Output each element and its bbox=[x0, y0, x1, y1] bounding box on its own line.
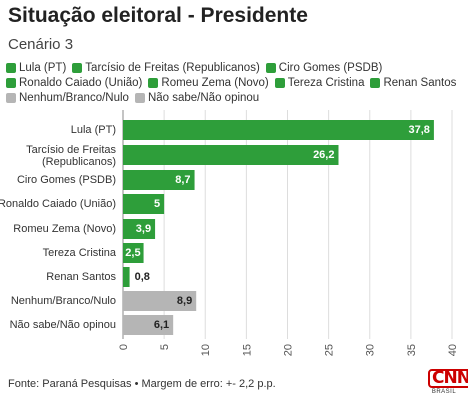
x-tick-label: 35 bbox=[406, 344, 418, 356]
legend-swatch bbox=[370, 77, 381, 88]
x-tick-label: 40 bbox=[447, 344, 459, 356]
x-tick-label: 30 bbox=[365, 344, 377, 356]
chart-subtitle: Cenário 3 bbox=[8, 36, 74, 53]
legend-item: Não sabe/Não opinou bbox=[134, 91, 260, 104]
bar bbox=[123, 267, 130, 287]
legend-swatch bbox=[6, 92, 16, 103]
legend-swatch bbox=[148, 77, 159, 88]
category-label: Renan Santos bbox=[46, 271, 116, 283]
legend-item: Renan Santos bbox=[370, 77, 456, 89]
legend-item: Romeu Zema (Novo) bbox=[148, 76, 269, 89]
value-label: 3,9 bbox=[136, 223, 151, 235]
category-label: Tereza Cristina bbox=[43, 247, 117, 259]
x-tick-label: 20 bbox=[282, 344, 294, 356]
bar bbox=[123, 315, 174, 335]
legend-swatch bbox=[274, 77, 285, 88]
cnn-logo-mark: CNN bbox=[428, 369, 468, 388]
value-label: 37,8 bbox=[408, 124, 429, 136]
x-tick-label: 10 bbox=[200, 344, 212, 356]
legend-label: Renan Santos bbox=[383, 76, 457, 89]
x-tick-label: 0 bbox=[118, 344, 130, 350]
bar bbox=[123, 291, 197, 311]
category-label-line: (Republicanos) bbox=[42, 156, 116, 168]
legend-item: Nenhum/Branco/Nulo bbox=[6, 92, 129, 104]
category-label: Nenhum/Branco/Nulo bbox=[11, 295, 116, 307]
cnn-logo-sub: BRASIL bbox=[431, 389, 457, 395]
legend-item: Ronaldo Caiado (União) bbox=[6, 77, 142, 89]
category-label: Lula (PT) bbox=[71, 124, 116, 136]
x-tick-label: 5 bbox=[159, 344, 171, 350]
bar bbox=[123, 219, 156, 239]
legend-item: Lula (PT) bbox=[6, 62, 66, 74]
value-label: 8,9 bbox=[177, 295, 192, 307]
legend-swatch bbox=[6, 62, 16, 73]
legend-label: Tarcísio de Freitas (Republicanos) bbox=[85, 61, 260, 74]
cnn-brasil-logo: CNN BRASIL bbox=[428, 369, 468, 397]
legend-swatch bbox=[6, 77, 16, 88]
value-label: 5 bbox=[154, 198, 160, 210]
legend-swatch bbox=[134, 92, 145, 103]
legend-item: Tarcísio de Freitas (Republicanos) bbox=[72, 62, 260, 74]
value-label: 6,1 bbox=[154, 319, 169, 331]
legend-label: Não sabe/Não opinou bbox=[147, 91, 260, 104]
legend-item: Ciro Gomes (PSDB) bbox=[265, 61, 383, 74]
value-label: 2,5 bbox=[125, 247, 140, 259]
value-label: 0,8 bbox=[135, 271, 150, 283]
bar bbox=[123, 243, 144, 263]
category-label: Ronaldo Caiado (União) bbox=[0, 198, 116, 210]
category-label: Tarcísio de Freitas (Republicanos) bbox=[26, 144, 116, 168]
legend-label: Ronaldo Caiado (União) bbox=[19, 76, 143, 89]
category-label: Ciro Gomes (PSDB) bbox=[17, 174, 116, 186]
bar bbox=[123, 145, 339, 165]
value-label: 8,7 bbox=[175, 174, 190, 186]
legend-swatch bbox=[265, 62, 276, 73]
legend-label: Nenhum/Branco/Nulo bbox=[19, 91, 129, 104]
legend: Lula (PT) Tarcísio de Freitas (Republican… bbox=[6, 60, 460, 105]
source-note: Fonte: Paraná Pesquisas • Margem de erro… bbox=[8, 378, 276, 390]
legend-label: Tereza Cristina bbox=[287, 76, 365, 89]
legend-row: Ronaldo Caiado (União) Romeu Zema (Novo) T… bbox=[6, 75, 460, 90]
x-tick-label: 25 bbox=[324, 344, 336, 356]
legend-row: Nenhum/Branco/Nulo Não sabe/Não opinou bbox=[6, 90, 460, 105]
bar bbox=[123, 194, 165, 214]
legend-row: Lula (PT) Tarcísio de Freitas (Republican… bbox=[6, 60, 460, 75]
value-label: 26,2 bbox=[313, 149, 334, 161]
legend-label: Ciro Gomes (PSDB) bbox=[278, 61, 383, 74]
category-label: Romeu Zema (Novo) bbox=[13, 223, 116, 235]
legend-item: Tereza Cristina bbox=[274, 76, 365, 89]
legend-label: Romeu Zema (Novo) bbox=[161, 76, 269, 89]
category-label-line: Tarcísio de Freitas bbox=[26, 144, 116, 156]
bar bbox=[123, 170, 195, 190]
legend-label: Lula (PT) bbox=[19, 61, 67, 74]
legend-swatch bbox=[72, 62, 83, 73]
x-tick-label: 15 bbox=[241, 344, 253, 356]
bar bbox=[123, 120, 434, 140]
bar-chart: 0 5 10 15 20 25 30 35 40 Lula (PT) 37,8 Tarcísio de… bbox=[0, 110, 459, 356]
category-label: Não sabe/Não opinou bbox=[10, 319, 116, 331]
chart-title: Situação eleitoral - Presidente bbox=[8, 4, 308, 27]
